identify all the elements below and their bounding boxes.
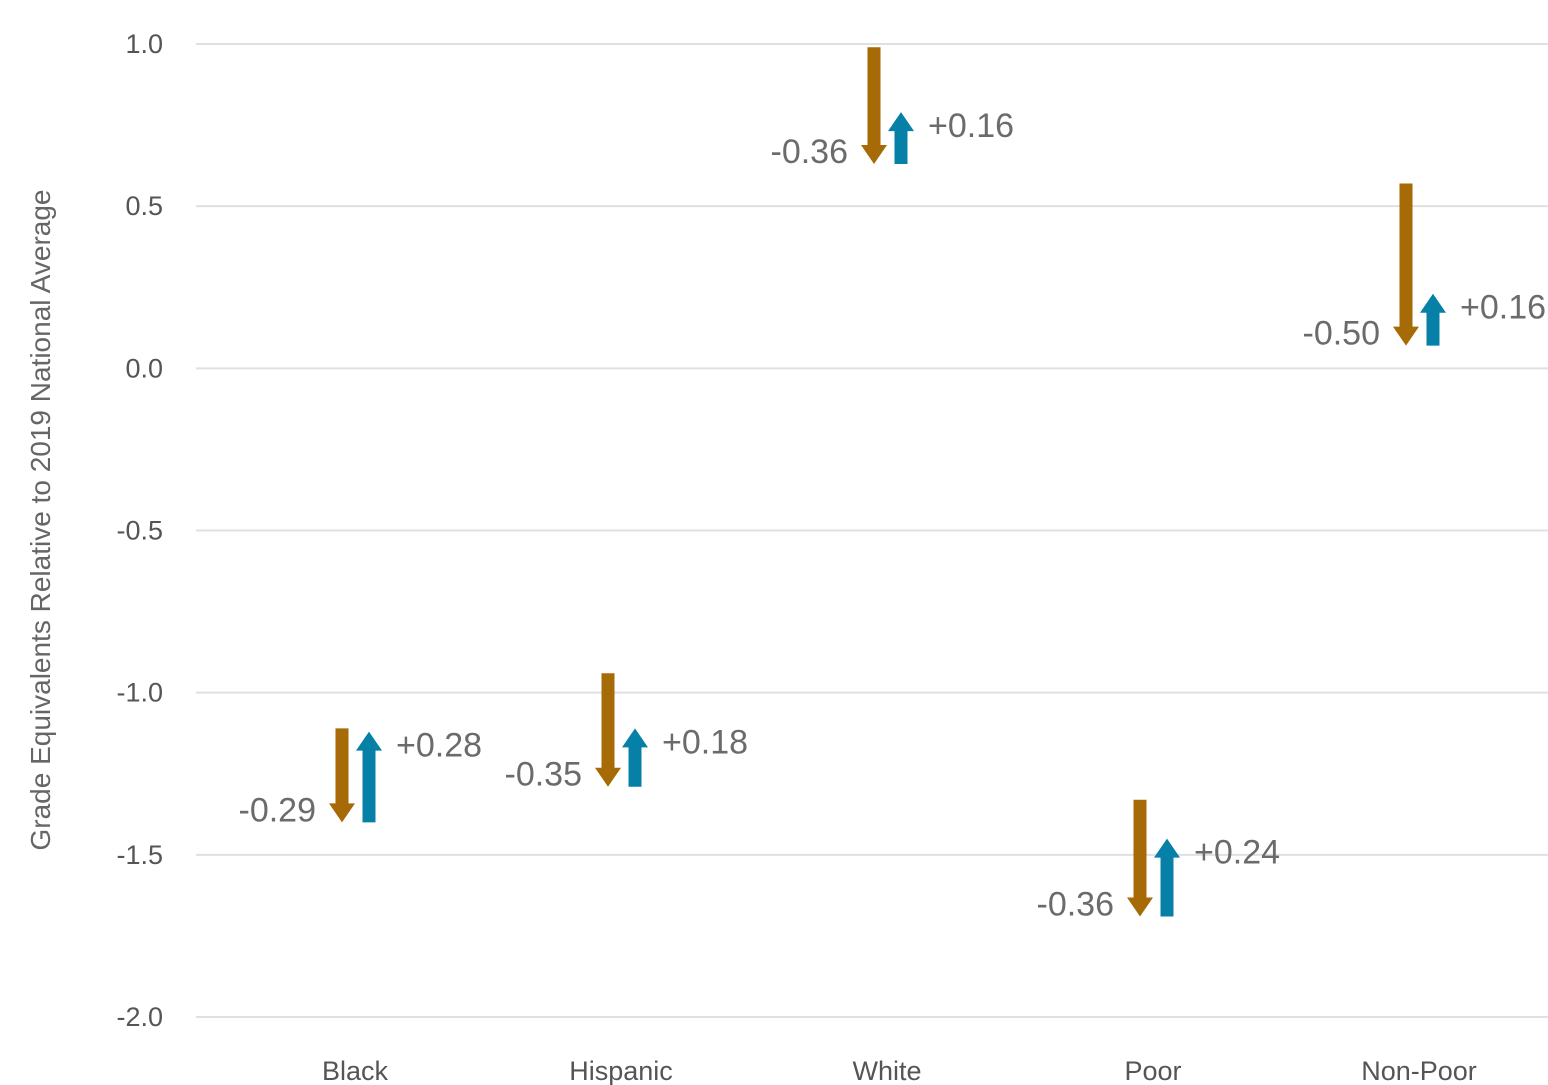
x-category-label: Poor xyxy=(1124,1056,1181,1085)
y-tick-label: 1.0 xyxy=(125,29,163,59)
decline-arrow xyxy=(1127,799,1153,917)
y-axis-title: Grade Equivalents Relative to 2019 Natio… xyxy=(25,189,56,850)
decline-arrow xyxy=(861,47,887,165)
decline-arrow xyxy=(1393,183,1419,346)
decline-data-label: -0.36 xyxy=(1037,885,1115,923)
recovery-arrow xyxy=(888,112,914,165)
y-tick-label: 0.0 xyxy=(125,353,163,383)
x-category-label: Non-Poor xyxy=(1361,1056,1477,1085)
recovery-arrow xyxy=(622,728,648,787)
decline-arrow xyxy=(329,728,355,823)
x-category-label: Hispanic xyxy=(569,1056,673,1085)
decline-arrow xyxy=(595,673,621,787)
recovery-arrow xyxy=(356,731,382,823)
decline-data-label: -0.50 xyxy=(1303,315,1381,353)
decline-data-label: -0.36 xyxy=(771,133,849,171)
y-tick-label: -0.5 xyxy=(116,516,163,546)
decline-data-label: -0.35 xyxy=(505,756,583,794)
y-tick-label: 0.5 xyxy=(125,191,163,221)
recovery-data-label: +0.24 xyxy=(1194,834,1280,872)
x-category-label: Black xyxy=(322,1056,389,1085)
y-tick-label: -2.0 xyxy=(116,1002,163,1032)
x-axis-category-labels: Black Hispanic White Poor Non-Poor xyxy=(322,1056,1477,1085)
recovery-data-label: +0.28 xyxy=(396,727,482,765)
recovery-arrow xyxy=(1154,838,1180,917)
data-labels: -0.29 +0.28 -0.35 +0.18 -0.36 +0.16 -0.36 +0.24… xyxy=(239,107,1547,923)
recovery-data-label: +0.18 xyxy=(662,723,748,761)
y-tick-label: -1.0 xyxy=(116,678,163,708)
recovery-arrow xyxy=(1420,293,1446,346)
gridlines xyxy=(196,43,1548,1018)
x-category-label: White xyxy=(852,1056,921,1085)
decline-data-label: -0.29 xyxy=(239,791,317,829)
y-tick-label: -1.5 xyxy=(116,840,163,870)
recovery-data-label: +0.16 xyxy=(1460,289,1546,327)
y-axis-tick-labels: 1.0 0.5 0.0 -0.5 -1.0 -1.5 -2.0 xyxy=(116,29,163,1032)
recovery-data-label: +0.16 xyxy=(928,107,1014,145)
arrows xyxy=(329,47,1446,917)
